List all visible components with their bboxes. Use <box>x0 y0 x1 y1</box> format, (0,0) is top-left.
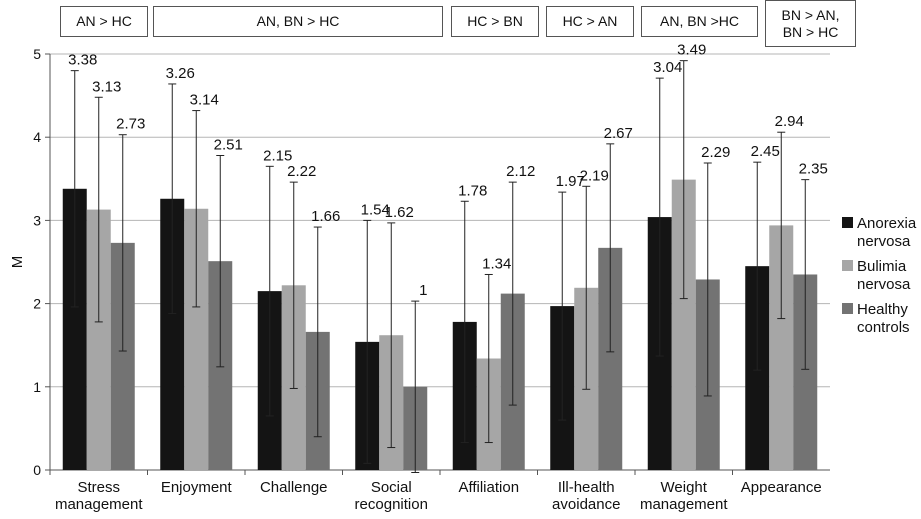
data-label: 3.14 <box>190 92 219 109</box>
data-label: 1.34 <box>482 255 511 272</box>
legend-label: Healthy <box>857 301 908 318</box>
data-label: 2.67 <box>604 125 633 142</box>
y-tick-label: 2 <box>33 296 41 312</box>
data-label: 3.26 <box>166 65 195 82</box>
legend-label: Bulimia <box>857 258 907 275</box>
data-label: 3.49 <box>677 42 706 59</box>
comparison-box: AN, BN >HC <box>641 6 758 37</box>
data-label: 2.45 <box>751 143 780 160</box>
data-label: 1.78 <box>458 182 487 199</box>
y-tick-label: 1 <box>33 379 41 395</box>
comparison-box: HC > BN <box>451 6 539 37</box>
data-label: 2.12 <box>506 163 535 180</box>
category-label: avoidance <box>552 496 620 513</box>
data-label: 2.22 <box>287 163 316 180</box>
category-label: Affiliation <box>458 479 519 496</box>
category-label: recognition <box>355 496 428 513</box>
data-label: 3.38 <box>68 52 97 69</box>
data-label: 3.04 <box>653 59 682 76</box>
comparison-box: HC > AN <box>546 6 634 37</box>
comparison-text: AN, BN >HC <box>660 13 739 29</box>
legend-swatch <box>842 217 853 228</box>
data-label: 1.66 <box>311 208 340 225</box>
category-label: Appearance <box>741 479 822 496</box>
legend-label: nervosa <box>857 276 911 293</box>
data-label: 2.29 <box>701 144 730 161</box>
comparison-text: BN > AN, <box>781 6 840 23</box>
data-label: 1 <box>419 282 427 299</box>
category-label: management <box>640 496 728 513</box>
category-label: Social <box>371 479 412 496</box>
comparison-box: AN > HC <box>60 6 148 37</box>
y-tick-label: 0 <box>33 462 41 478</box>
legend-swatch <box>842 303 853 314</box>
category-label: Challenge <box>260 479 328 496</box>
category-label: Weight <box>661 479 708 496</box>
y-tick-label: 5 <box>33 46 41 62</box>
data-label: 1.54 <box>361 201 390 218</box>
data-label: 2.15 <box>263 147 292 164</box>
y-tick-label: 3 <box>33 212 41 228</box>
y-axis-label: M <box>9 256 26 269</box>
comparison-text: BN > HC <box>782 23 839 40</box>
data-label: 1.97 <box>556 173 585 190</box>
comparison-box: AN, BN > HC <box>153 6 443 37</box>
comparison-text: AN > HC <box>76 13 132 29</box>
legend-label: controls <box>857 319 910 336</box>
comparison-text: HC > AN <box>562 13 618 29</box>
comparison-text: AN, BN > HC <box>256 13 340 29</box>
comparison-text: HC > BN <box>467 13 523 29</box>
legend-label: nervosa <box>857 233 911 250</box>
data-label: 2.35 <box>799 161 828 178</box>
data-label: 1.62 <box>385 204 414 221</box>
category-label: Enjoyment <box>161 479 233 496</box>
category-label: Ill-health <box>558 479 615 496</box>
data-label: 3.13 <box>92 78 121 95</box>
y-tick-label: 4 <box>33 129 41 145</box>
data-label: 2.73 <box>116 116 145 133</box>
data-label: 2.19 <box>580 167 609 184</box>
legend-swatch <box>842 260 853 271</box>
category-label: Stress <box>77 479 120 496</box>
data-label: 2.94 <box>775 113 804 130</box>
data-label: 2.51 <box>214 137 243 154</box>
comparison-box: BN > AN, BN > HC <box>765 0 856 47</box>
legend-label: Anorexia <box>857 215 917 232</box>
category-label: management <box>55 496 143 513</box>
